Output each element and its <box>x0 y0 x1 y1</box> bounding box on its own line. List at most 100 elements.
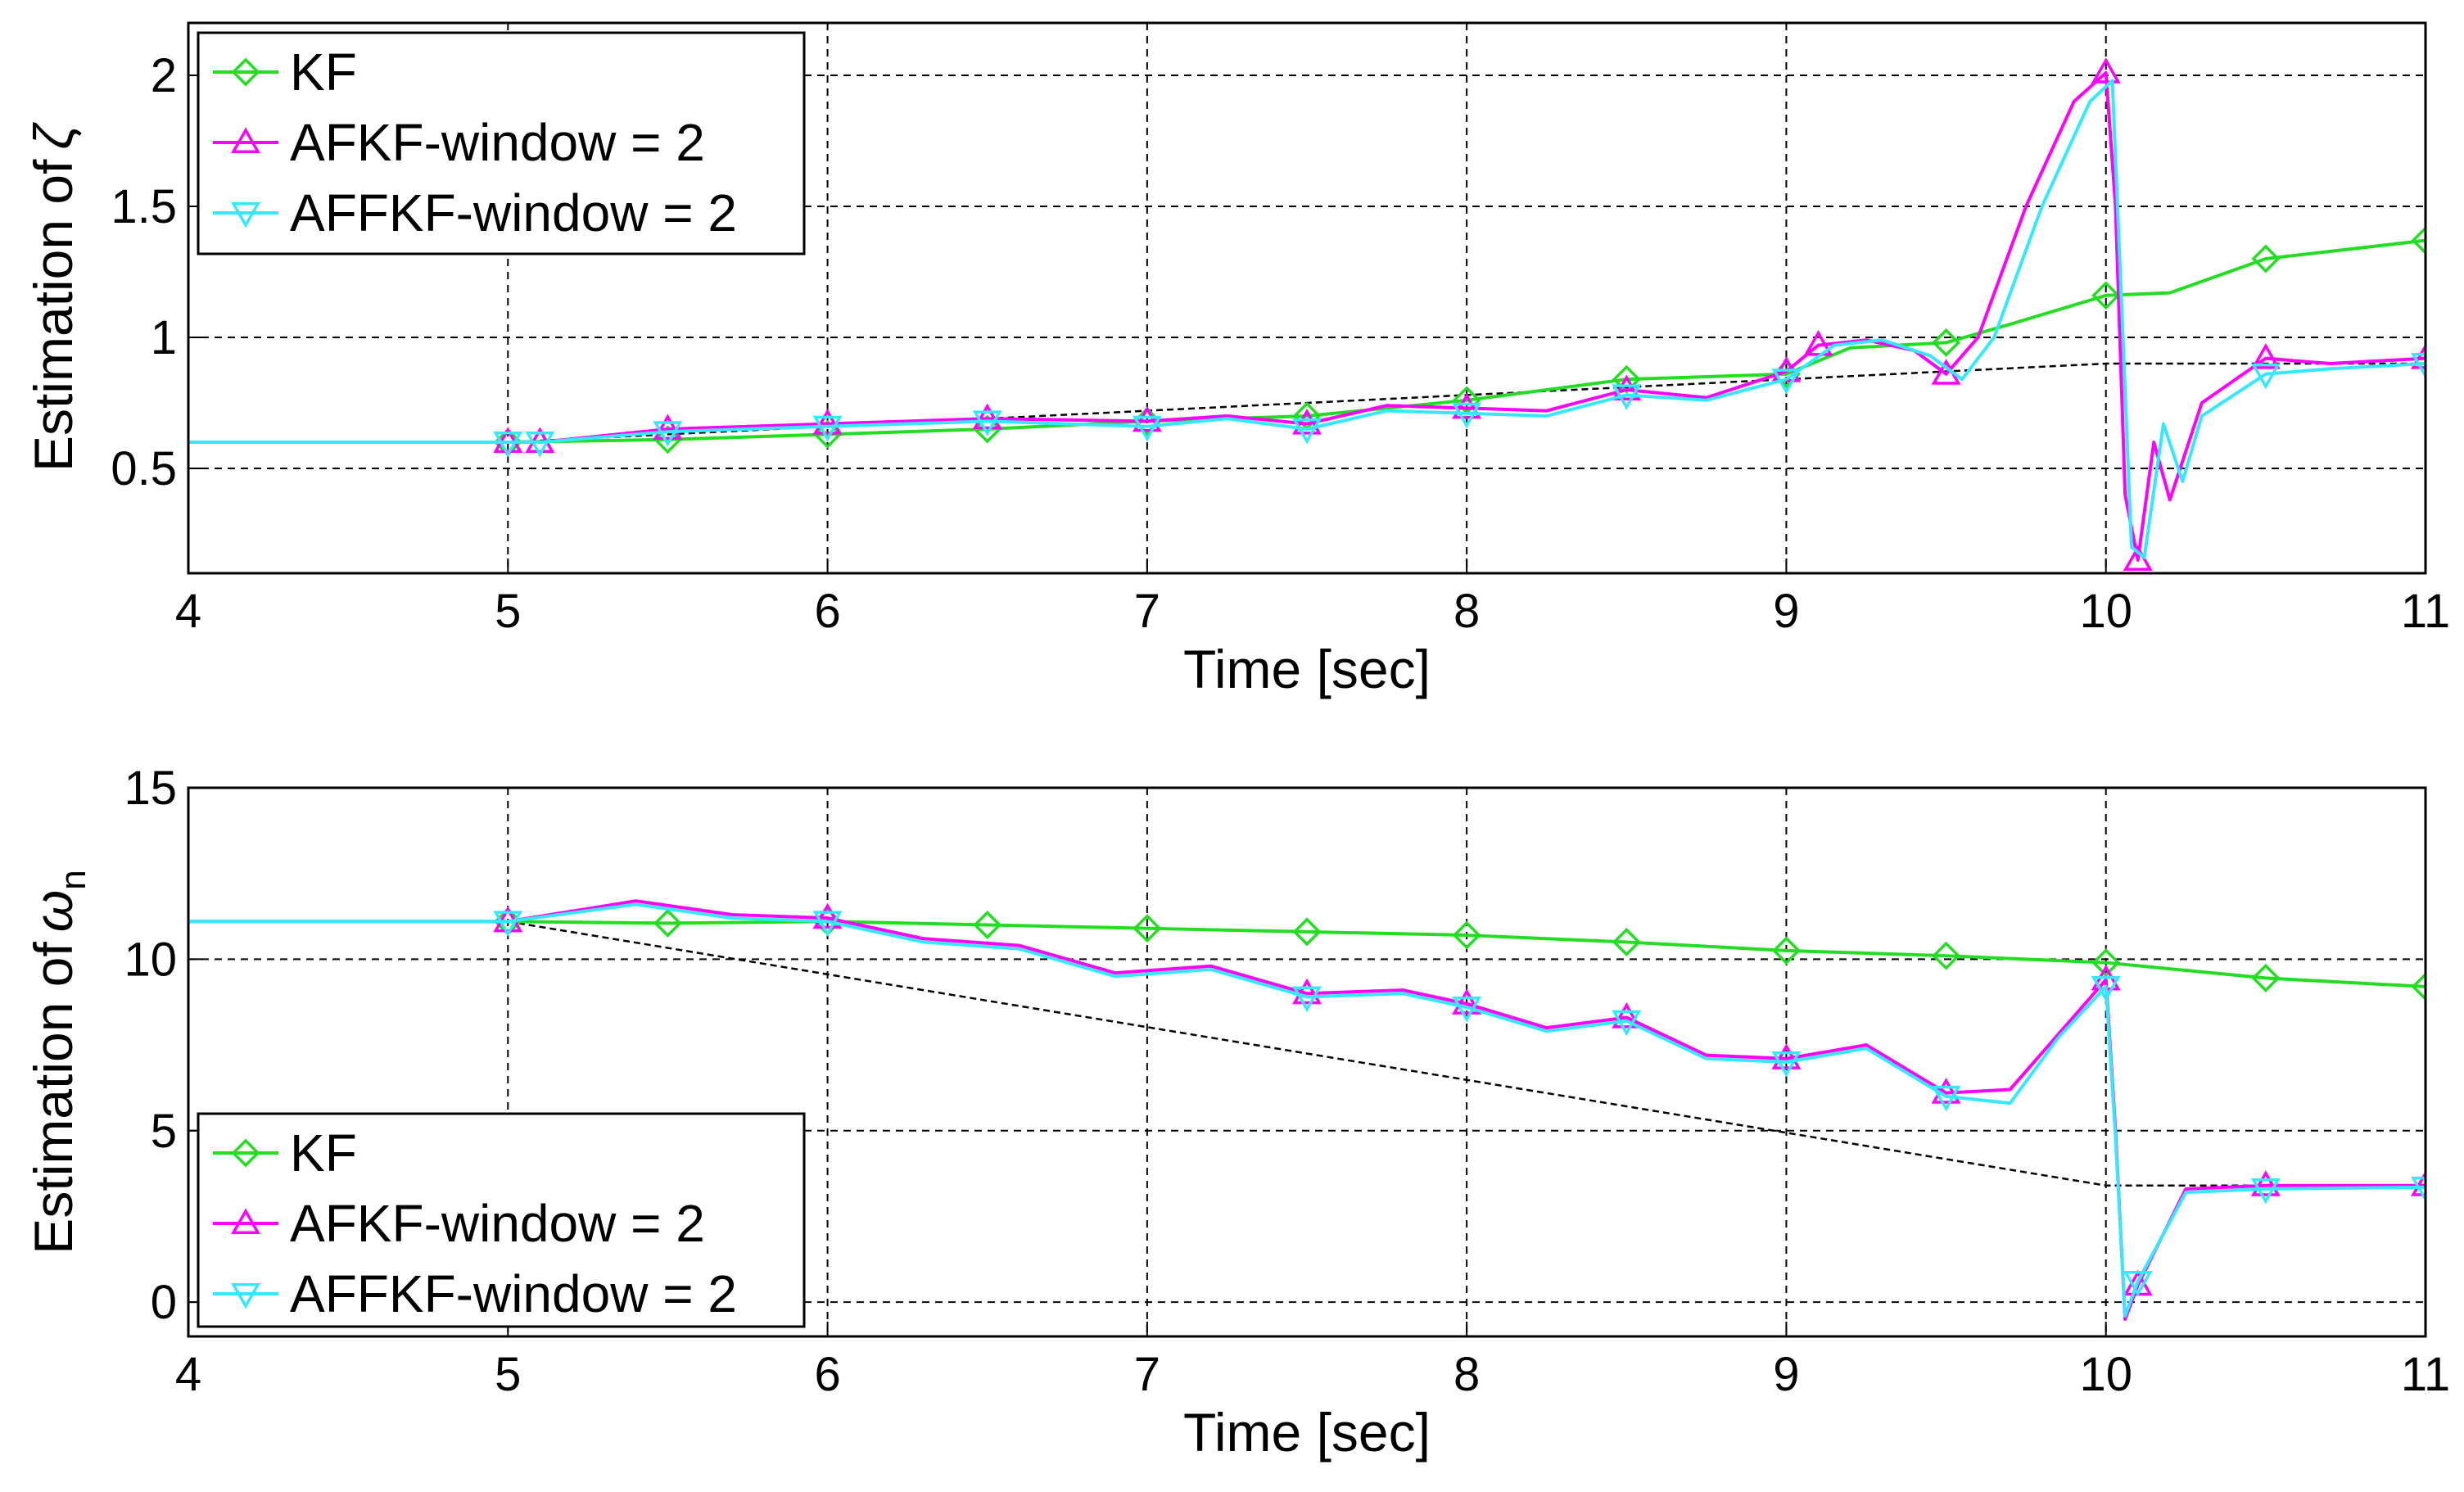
series-line-2 <box>188 902 2426 1318</box>
series-marker-0 <box>1771 936 1801 965</box>
series-marker-0 <box>1612 927 1641 956</box>
y-axis-label: Estimation of ωn <box>23 870 93 1254</box>
series-marker-1 <box>2410 343 2426 369</box>
y-axis-label-symbol: ω <box>23 890 84 932</box>
plot-series-group <box>188 57 2426 571</box>
legend: KF AFKF-window = 2 AFFKF-window = 2 <box>197 31 806 255</box>
series-marker-1 <box>1452 392 1482 419</box>
series-marker-0 <box>2251 244 2281 274</box>
x-tick-label: 9 <box>1773 1348 1799 1401</box>
series-marker-2 <box>1132 415 1162 442</box>
series-marker-0 <box>973 911 1002 939</box>
x-tick-label: 8 <box>1454 585 1480 638</box>
y-tick-label: 1 <box>151 311 177 364</box>
series-marker-2 <box>1291 986 1322 1012</box>
series-marker-2 <box>2250 363 2281 390</box>
series-marker-0 <box>1932 328 1961 357</box>
series-marker-2 <box>1291 418 1322 445</box>
legend-label: AFKF-window = 2 <box>290 1194 705 1253</box>
series-marker-0 <box>653 908 682 938</box>
legend-box <box>197 31 806 255</box>
series-line-2 <box>188 79 2426 559</box>
x-tick-label: 4 <box>175 1348 201 1401</box>
series-marker-1 <box>1291 978 1322 1005</box>
series-marker-2 <box>493 911 523 937</box>
series-marker-2 <box>972 410 1002 436</box>
series-marker-1 <box>812 902 843 929</box>
series-marker-0 <box>1452 920 1481 950</box>
legend-label: AFKF-window = 2 <box>290 113 705 172</box>
plot-series-group <box>188 899 2426 1322</box>
series-marker-1 <box>1612 1002 1642 1029</box>
omega-chart-panel: 4 5 6 7 8 9 10 11 0 5 10 15 Time [sec] Estimation of ω… <box>23 762 2450 1463</box>
series-marker-0 <box>1932 941 1961 970</box>
legend-label: KF <box>290 1124 357 1182</box>
series-marker-2 <box>2410 1176 2426 1203</box>
legend-swatch-marker <box>231 57 260 87</box>
x-tick-label: 5 <box>495 585 521 638</box>
axes-frame <box>187 786 2427 1338</box>
series-marker-2 <box>2410 353 2426 379</box>
x-tick-label: 6 <box>814 1348 840 1401</box>
axes-frame <box>187 21 2427 575</box>
zeta-chart-panel: 4 5 6 7 8 9 10 11 0.5 1 1.5 2 Time [sec] Estimation o… <box>23 21 2450 699</box>
x-tick-label: 10 <box>2079 1348 2132 1401</box>
series-marker-1 <box>653 414 683 440</box>
series-marker-2 <box>1771 1051 1802 1078</box>
series-marker-2 <box>1931 1085 1961 1112</box>
series-marker-0 <box>973 414 1002 444</box>
series-marker-0 <box>1292 917 1322 947</box>
legend-box <box>197 1112 806 1328</box>
y-tick-label: 0 <box>151 1276 177 1329</box>
series-marker-2 <box>2250 1178 2281 1205</box>
series-marker-2 <box>1452 997 1482 1023</box>
series-marker-1 <box>1452 988 1482 1015</box>
series-marker-0 <box>2411 972 2426 1001</box>
x-tick-label: 9 <box>1773 585 1799 638</box>
series-marker-2 <box>1612 1010 1642 1037</box>
series-marker-0 <box>813 419 843 449</box>
x-tick-label: 11 <box>2401 1348 2450 1401</box>
legend-swatch-marker <box>231 1138 260 1168</box>
y-axis-label: Estimation of ζ <box>23 122 84 472</box>
series-marker-1 <box>2410 1170 2426 1196</box>
legend-label: KF <box>290 43 357 102</box>
series-marker-2 <box>1452 402 1482 429</box>
series-marker-1 <box>1771 1043 1802 1069</box>
series-marker-0 <box>2411 226 2426 255</box>
series-marker-1 <box>2250 343 2281 369</box>
series-marker-0 <box>653 425 682 454</box>
legend-swatch-marker <box>230 127 261 153</box>
series-marker-0 <box>2091 281 2121 310</box>
legend-label: AFFKF-window = 2 <box>290 183 737 242</box>
series-marker-0 <box>2091 948 2121 978</box>
series-marker-1 <box>1132 405 1162 432</box>
series-marker-1 <box>2250 1170 2281 1196</box>
x-tick-label: 10 <box>2079 585 2132 638</box>
y-axis-label-text: Estimation of <box>23 942 84 1255</box>
series-marker-1 <box>1803 330 1833 356</box>
legend-swatch-marker <box>230 202 261 228</box>
y-tick-label: 5 <box>151 1105 177 1158</box>
y-tick-label: 2 <box>151 49 177 102</box>
x-tick-label: 6 <box>814 585 840 638</box>
x-tick-label: 7 <box>1134 585 1160 638</box>
x-axis-label: Time [sec] <box>1183 1402 1431 1463</box>
series-marker-1 <box>1612 374 1642 400</box>
x-tick-label: 11 <box>2401 585 2450 638</box>
x-tick-label: 5 <box>495 1348 521 1401</box>
series-marker-2 <box>1612 384 1642 410</box>
series-marker-1 <box>2091 57 2121 84</box>
x-tick-label: 8 <box>1454 1348 1480 1401</box>
y-axis-label-text: Estimation of <box>23 159 84 472</box>
y-tick-label: 1.5 <box>111 180 177 233</box>
x-tick-label: 4 <box>175 585 201 638</box>
series-marker-0 <box>1133 914 1162 943</box>
y-axis-label-symbol: ζ <box>23 122 84 150</box>
legend-label: AFFKF-window = 2 <box>290 1264 737 1323</box>
y-axis-label-subscript: n <box>53 870 93 889</box>
series-marker-0 <box>1612 364 1641 394</box>
series-marker-2 <box>493 432 523 458</box>
series-marker-2 <box>525 432 555 458</box>
